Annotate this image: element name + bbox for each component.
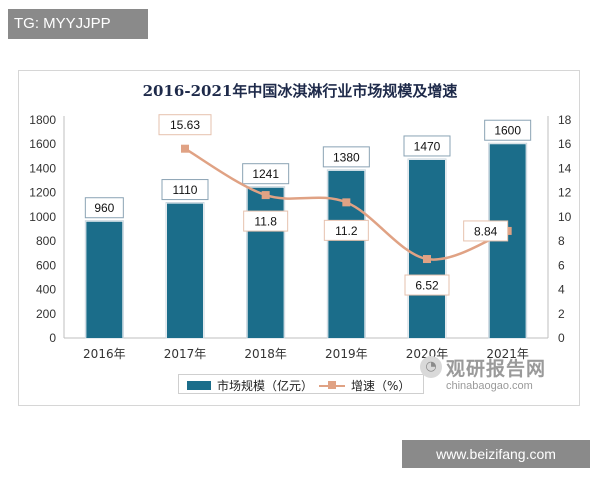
bar-data-label: 1600 <box>494 124 521 138</box>
growth-point <box>181 144 189 153</box>
legend-swatch-bar <box>187 381 211 390</box>
growth-data-label-box <box>323 219 369 241</box>
growth-data-label: 11.8 <box>254 215 277 229</box>
growth-point <box>342 198 351 207</box>
bar-data-label-box <box>484 119 532 141</box>
bar-data-label: 1380 <box>333 150 360 164</box>
y-left-tick-label: 1000 <box>29 210 56 224</box>
bar <box>247 187 284 338</box>
brand-watermark: ◔ 观研报告网 chinabaogao.com <box>420 354 580 396</box>
growth-data-label-box <box>463 220 509 242</box>
y-left-tick-label: 1200 <box>29 186 56 200</box>
y-right-tick-label: 6 <box>558 258 565 272</box>
bar-data-label-box <box>84 197 124 219</box>
bar <box>86 221 123 338</box>
bar <box>328 170 365 338</box>
x-tick-label: 2019年 <box>325 347 368 361</box>
x-tick-label: 2018年 <box>244 347 287 361</box>
y-right-tick-label: 18 <box>558 113 572 127</box>
growth-point <box>261 191 270 200</box>
brand-url: chinabaogao.com <box>446 380 533 392</box>
growth-data-label: 6.52 <box>415 279 439 293</box>
y-left-tick-label: 1800 <box>29 113 56 127</box>
x-tick-label: 2021年 <box>486 347 529 361</box>
legend-label-bar: 市场规模（亿元） <box>217 379 314 393</box>
bottom-watermark: www.beizifang.com <box>402 440 590 468</box>
growth-data-label: 11.2 <box>335 224 358 238</box>
bar <box>409 159 445 338</box>
y-right-tick-label: 0 <box>558 331 565 345</box>
y-left-tick-label: 0 <box>49 331 56 345</box>
bar-data-label-box <box>242 163 290 185</box>
growth-data-label: 15.63 <box>170 118 200 132</box>
y-right-tick-label: 14 <box>558 161 572 175</box>
growth-data-label: 8.84 <box>474 224 498 238</box>
bar-data-label-box <box>161 179 209 201</box>
legend-label-line: 增速（%） <box>351 379 411 393</box>
growth-data-label-box <box>404 274 450 296</box>
y-right-tick-label: 10 <box>558 210 572 224</box>
chart-legend: 市场规模（亿元） 增速（%） <box>178 374 424 394</box>
brand-logo-icon: ◔ <box>420 356 442 378</box>
y-right-tick-label: 12 <box>558 186 572 200</box>
y-left-tick-label: 600 <box>36 258 56 272</box>
y-left-tick-label: 400 <box>36 283 56 297</box>
y-left-tick-label: 1600 <box>29 137 56 151</box>
top-watermark: TG: MYYJJPP <box>8 9 148 39</box>
growth-data-label-box <box>243 210 289 232</box>
bar-data-label-box <box>403 135 451 157</box>
y-left-tick-label: 1400 <box>29 161 56 175</box>
y-left-tick-label: 800 <box>36 234 56 248</box>
bar-data-label: 1241 <box>252 167 279 181</box>
chart-title: 2016-2021年中国冰淇淋行业市场规模及增速 <box>142 82 458 100</box>
x-tick-label: 2016年 <box>83 347 126 361</box>
y-right-tick-label: 4 <box>558 283 565 297</box>
bar <box>167 203 203 338</box>
y-right-tick-label: 16 <box>558 137 572 151</box>
bar-data-label: 1110 <box>173 183 198 197</box>
growth-data-label-box <box>158 114 212 136</box>
y-left-tick-label: 200 <box>36 307 56 321</box>
x-tick-label: 2017年 <box>164 347 207 361</box>
brand-title: 观研报告网 <box>446 358 547 380</box>
growth-point <box>423 255 431 264</box>
bar-data-label: 1470 <box>414 139 441 153</box>
legend-marker-line <box>328 381 336 389</box>
bar-data-label: 960 <box>94 201 114 215</box>
y-right-tick-label: 2 <box>558 307 565 321</box>
y-right-tick-label: 8 <box>558 234 565 248</box>
bar-data-label-box <box>322 146 370 168</box>
